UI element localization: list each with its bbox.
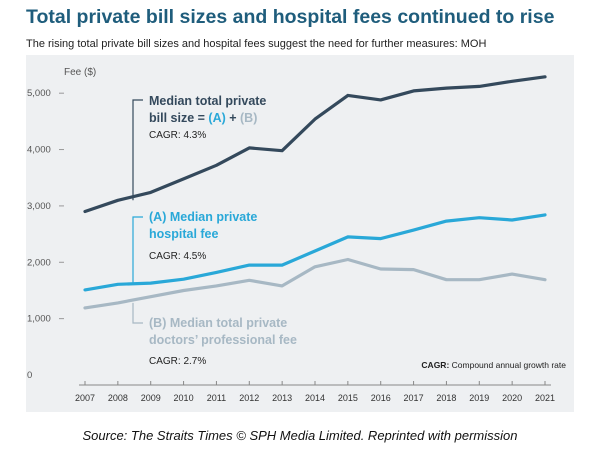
y-tick-label: 0 — [27, 370, 32, 381]
y-tick-labels: 0 1,000 2,000 3,000 4,000 5,000 — [27, 88, 51, 381]
annotation-leader-line — [132, 302, 143, 324]
doctors-fee-label-line2: doctors’ professional fee — [149, 333, 297, 347]
annotation-leader-line — [132, 216, 143, 285]
cagr-note: CAGR: Compound annual growth rate — [421, 360, 566, 370]
x-tick-label: 2012 — [239, 393, 259, 403]
doctors-fee-cagr: CAGR: 2.7% — [149, 356, 206, 367]
x-tick-label: 2014 — [305, 393, 325, 403]
x-tick-label: 2021 — [535, 393, 555, 403]
series-annotations: Median total private bill size = (A) + (B… — [149, 94, 297, 367]
x-tick-label: 2009 — [141, 393, 161, 403]
x-tick-label: 2016 — [371, 393, 391, 403]
doctors-fee-line — [83, 257, 547, 310]
page-title: Total private bill sizes and hospital fe… — [26, 6, 555, 28]
x-tick-label: 2010 — [174, 393, 194, 403]
hospital-fee-cagr: CAGR: 4.5% — [149, 251, 206, 262]
y-tick-label: 4,000 — [27, 145, 51, 156]
hospital-fee-label-line1: (A) Median private — [149, 210, 257, 224]
series-lines — [83, 75, 547, 310]
hospital-fee-label-line2: hospital fee — [149, 227, 219, 241]
annotation-leader-line — [132, 99, 143, 201]
x-tick-label: 2020 — [502, 393, 522, 403]
source-credit: Source: The Straits Times © SPH Media Li… — [82, 428, 518, 443]
bill-size-label-line1: Median total private — [149, 94, 266, 108]
y-tick-label: 1,000 — [27, 314, 51, 325]
x-tick-label: 2007 — [75, 393, 95, 403]
bill-size-cagr: CAGR: 4.3% — [149, 130, 206, 141]
y-tick-label: 5,000 — [27, 88, 51, 99]
annotation-leaders — [132, 99, 143, 324]
x-tick-label: 2011 — [207, 393, 226, 403]
y-tick-label: 3,000 — [27, 201, 51, 212]
y-gridlines — [59, 92, 64, 320]
x-axis: 2007 2008 2009 2010 2011 2012 2013 2014 2015 2016… — [75, 381, 555, 403]
x-tick-label: 2015 — [338, 393, 358, 403]
bill-size-label-line2: bill size = (A) + (B) — [149, 111, 257, 125]
x-tick-label: 2008 — [108, 393, 128, 403]
x-tick-label: 2013 — [272, 393, 292, 403]
x-tick-label: 2019 — [469, 393, 489, 403]
chart-panel: Fee ($) 0 1,000 2,000 3,000 4,000 5,000 2007 2… — [26, 55, 574, 412]
x-tick-label: 2018 — [436, 393, 456, 403]
bill-size-line — [83, 75, 547, 214]
y-axis-label: Fee ($) — [64, 67, 96, 78]
doctors-fee-label-line1: (B) Median total private — [149, 316, 287, 330]
x-tick-label: 2017 — [404, 393, 424, 403]
page-subtitle: The rising total private bill sizes and … — [26, 38, 487, 50]
hospital-fee-line — [83, 213, 547, 292]
y-tick-label: 2,000 — [27, 257, 51, 268]
